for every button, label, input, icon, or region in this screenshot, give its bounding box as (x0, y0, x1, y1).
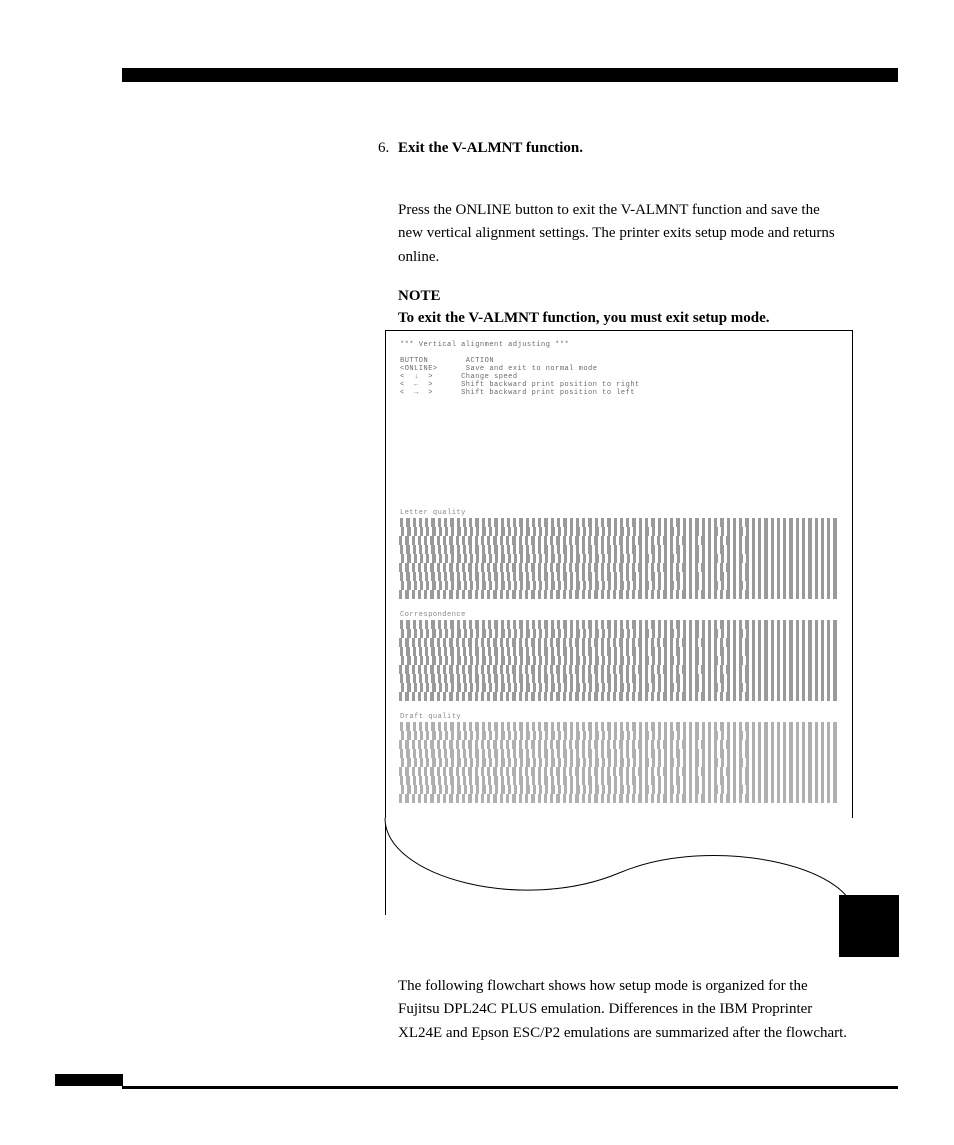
printout-row-1: < ↓ > Change speed (400, 373, 518, 381)
bar-block-correspondence (400, 620, 840, 701)
printout-row-3: < → > Shift backward print position to l… (400, 389, 635, 397)
printout-sample: *** Vertical alignment adjusting *** BUT… (385, 330, 853, 915)
bar-block-draft (400, 722, 840, 803)
printout-header: *** Vertical alignment adjusting *** (400, 341, 569, 349)
pattern-label-letter: Letter quality (386, 509, 853, 517)
step-title: Exit the V-ALMNT function. (398, 140, 846, 157)
bottom-rule (122, 1086, 898, 1089)
step-body: Press the ONLINE button to exit the V-AL… (398, 199, 846, 269)
bar-block-letter (400, 518, 840, 599)
printout-row-0: <ONLINE> Save and exit to normal mode (400, 365, 597, 373)
pattern-label-correspondence: Correspondence (386, 611, 853, 619)
closing-paragraph: The following flowchart shows how setup … (398, 975, 850, 1045)
pattern-label-draft: Draft quality (386, 713, 853, 721)
side-tab (839, 895, 899, 957)
pattern-section-letter: Letter quality (386, 509, 853, 599)
main-content: 6. Exit the V-ALMNT function. Press the … (398, 140, 846, 330)
note-label: NOTE (398, 285, 846, 308)
pattern-section-correspondence: Correspondence (386, 611, 853, 701)
pattern-section-draft: Draft quality (386, 713, 853, 803)
top-rule (122, 68, 898, 82)
printout-row-2: < ← > Shift backward print position to r… (400, 381, 640, 389)
bottom-left-block (55, 1074, 123, 1086)
printout-columns: BUTTON ACTION (400, 357, 494, 365)
printout-header-block: *** Vertical alignment adjusting *** BUT… (386, 331, 852, 397)
step-number: 6. (378, 140, 389, 157)
note-text: To exit the V-ALMNT function, you must e… (398, 307, 846, 330)
